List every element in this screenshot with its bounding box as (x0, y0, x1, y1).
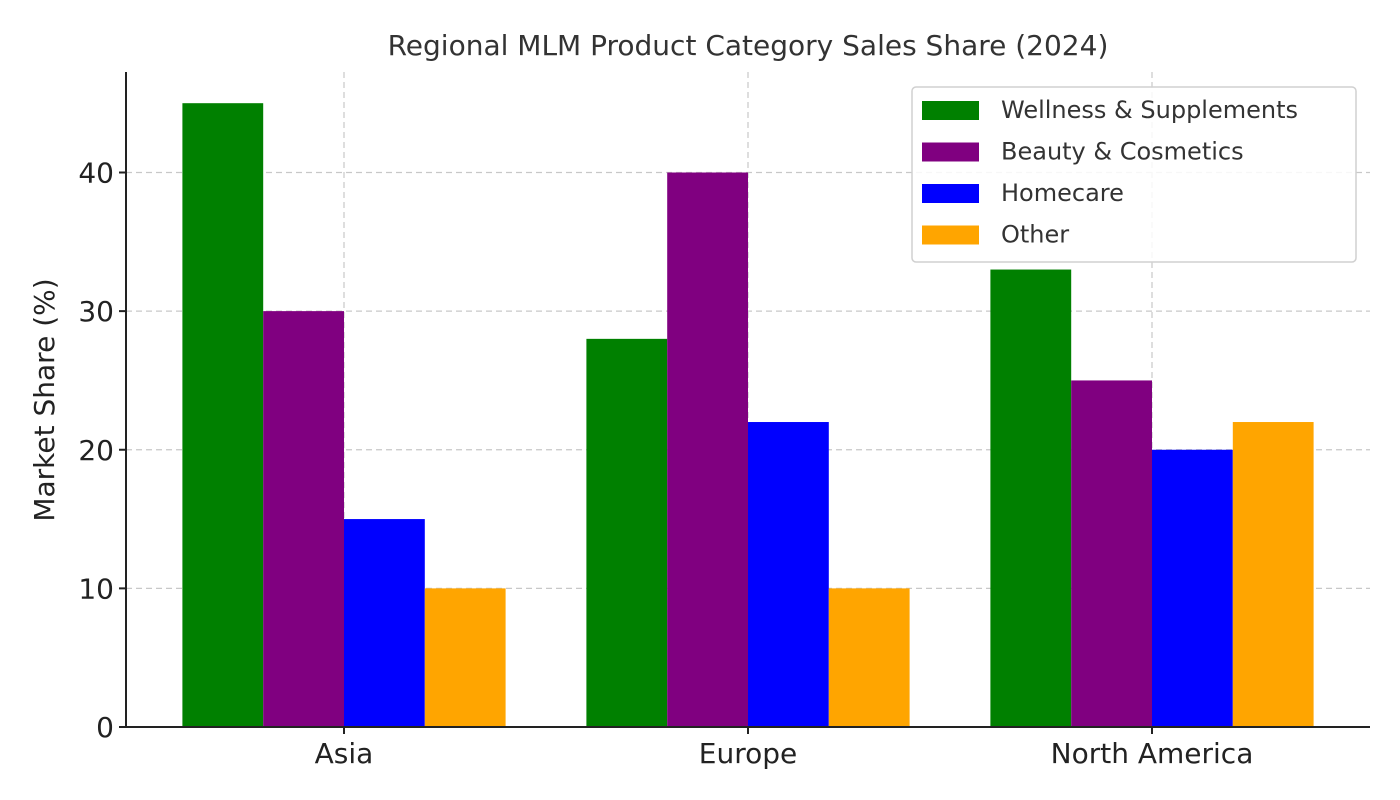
x-tick-label: Europe (699, 737, 797, 770)
y-tick-label: 30 (78, 295, 114, 328)
legend-label: Wellness & Supplements (1001, 96, 1298, 124)
legend-label: Beauty & Cosmetics (1001, 138, 1244, 166)
bar-homecare-north-america (1152, 449, 1233, 727)
legend-swatch (922, 184, 979, 203)
bar-wellness-supplements-north-america (990, 269, 1072, 727)
legend-label: Homecare (1001, 179, 1124, 207)
x-tick-label: North America (1051, 737, 1254, 770)
bar-beauty-cosmetics-asia (263, 311, 344, 727)
bar-beauty-cosmetics-north-america (1071, 380, 1152, 727)
legend-swatch (922, 101, 979, 120)
y-tick-label: 40 (78, 157, 114, 190)
y-tick-label: 0 (96, 711, 114, 744)
y-tick-label: 10 (78, 572, 114, 605)
bar-homecare-europe (748, 422, 829, 727)
legend-swatch (922, 142, 979, 162)
legend: Wellness & Supplements Beauty & Cosmetics… (911, 86, 1357, 263)
x-tick-label: Asia (315, 737, 374, 770)
y-axis-label: Market Share (%) (28, 278, 61, 521)
legend-frame (911, 86, 1357, 263)
y-tick-label: 20 (78, 434, 114, 467)
bar-homecare-asia (344, 519, 425, 727)
bars (182, 103, 1314, 728)
bar-beauty-cosmetics-europe (667, 172, 748, 728)
bar-other-asia (424, 588, 506, 727)
legend-label: Other (1001, 221, 1069, 249)
ticks: 0 10 20 30 40 Asia Europe North America (78, 157, 1253, 770)
bar-wellness-supplements-europe (586, 338, 668, 727)
bar-other-north-america (1232, 422, 1314, 727)
bar-other-europe (828, 588, 910, 727)
bar-wellness-supplements-asia (182, 103, 264, 727)
legend-swatch (922, 225, 979, 245)
chart-title: Regional MLM Product Category Sales Shar… (388, 29, 1109, 62)
